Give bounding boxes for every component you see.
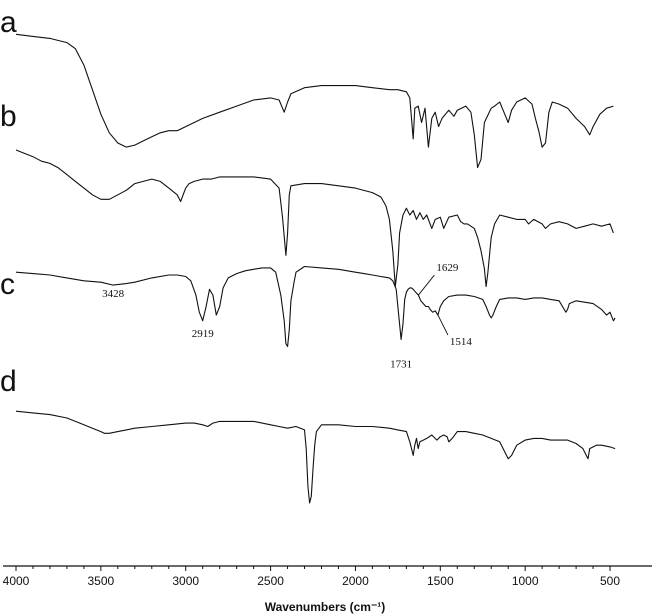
x-tick-label-2000: 2000 xyxy=(342,574,369,588)
panel-label-c: c xyxy=(0,268,15,301)
annotation-leader-1629 xyxy=(418,274,435,296)
spectra-traces xyxy=(15,33,616,504)
peak-annotations: 3428 2919 1731 1629 1514 xyxy=(102,262,472,370)
annotation-leader-1514 xyxy=(437,314,449,336)
annotation-1731: 1731 xyxy=(390,358,412,370)
x-tick-label-3000: 3000 xyxy=(172,574,199,588)
spectrum-c-line xyxy=(15,265,616,348)
annotation-1514: 1514 xyxy=(450,336,473,348)
spectrum-a-line xyxy=(15,33,614,169)
spectrum-b-line xyxy=(15,149,614,288)
panel-label-b: b xyxy=(0,100,17,133)
x-tick-label-500: 500 xyxy=(600,574,620,588)
x-tick-label-4000: 4000 xyxy=(3,574,30,588)
annotation-2919: 2919 xyxy=(192,328,215,340)
panel-label-a: a xyxy=(0,6,17,39)
x-tick-label-1500: 1500 xyxy=(427,574,454,588)
spectrum-d-line xyxy=(15,410,616,504)
x-tick-label-2500: 2500 xyxy=(257,574,284,588)
panel-labels: a b c d xyxy=(0,6,17,398)
x-tick-label-3500: 3500 xyxy=(88,574,115,588)
panel-label-d: d xyxy=(0,365,17,398)
x-tick-label-1000: 1000 xyxy=(512,574,539,588)
x-axis-title: Wavenumbers (cm⁻¹) xyxy=(265,600,386,614)
annotation-3428: 3428 xyxy=(102,288,125,300)
x-axis-ticks: 4000 3500 3000 2500 2000 1500 1000 500 xyxy=(3,566,620,588)
annotation-1629: 1629 xyxy=(436,262,459,274)
